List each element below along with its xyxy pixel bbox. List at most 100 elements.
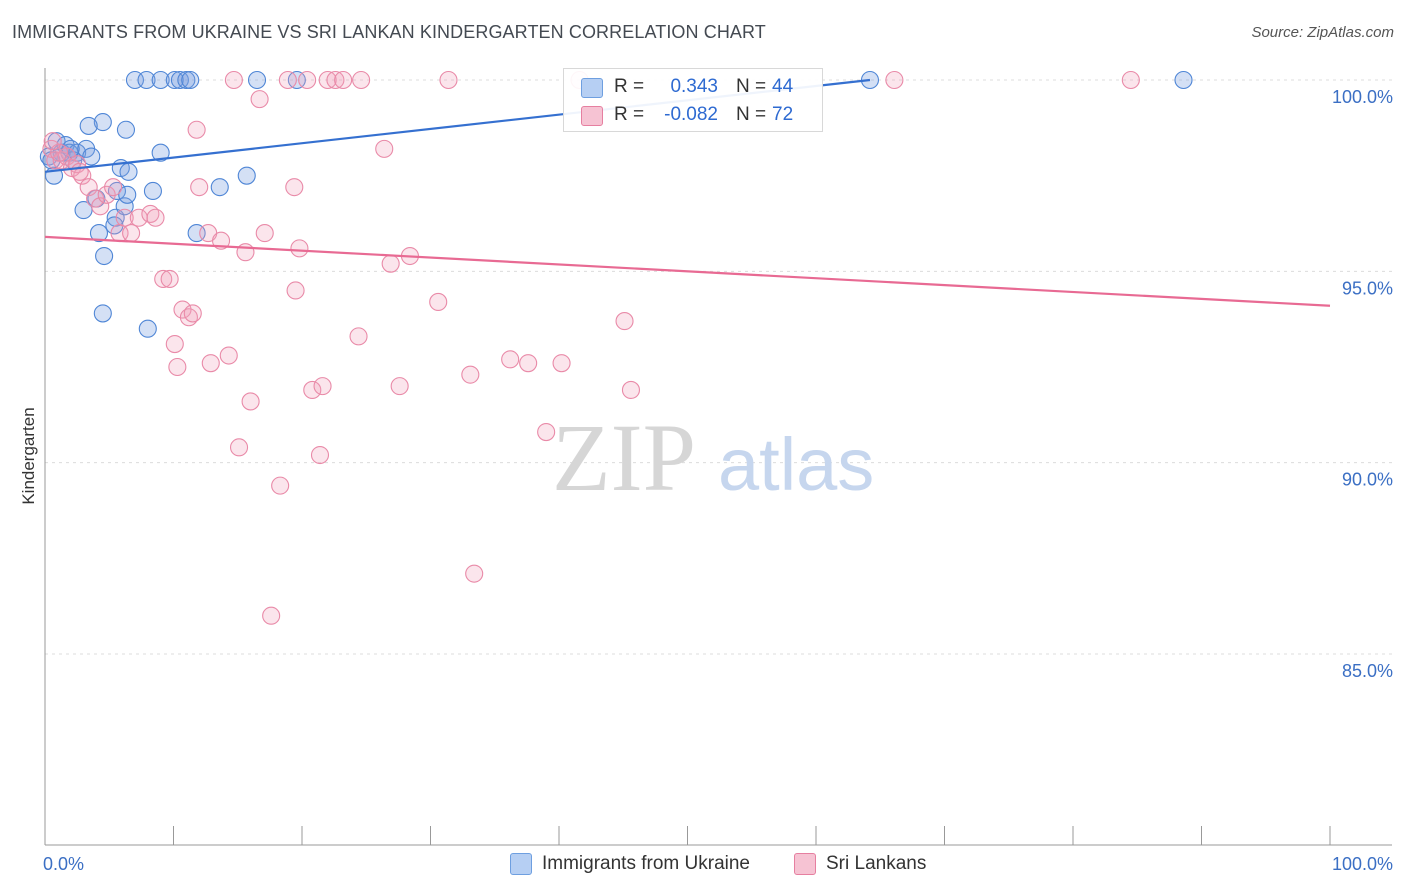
watermark-atlas: atlas bbox=[718, 423, 874, 506]
srilanka-point bbox=[1121, 70, 1140, 90]
srilanka-point bbox=[885, 70, 904, 90]
ukraine-point bbox=[93, 113, 112, 132]
source-label: Source: ZipAtlas.com bbox=[1251, 24, 1394, 41]
srilanka-point bbox=[439, 70, 458, 90]
srilanka-point bbox=[290, 239, 309, 258]
srilanka-point bbox=[154, 269, 173, 289]
srilanka-point bbox=[537, 423, 556, 442]
ukraine-point bbox=[119, 162, 138, 181]
ukraine-point bbox=[237, 166, 256, 185]
ukraine-point bbox=[137, 70, 156, 90]
ukraine-point bbox=[1174, 70, 1193, 90]
srilanka-point bbox=[97, 185, 116, 204]
srilanka-point bbox=[318, 70, 337, 90]
srilanka-point bbox=[173, 300, 192, 319]
srilanka-swatch bbox=[581, 106, 603, 126]
axis-labels: 100.0% 95.0% 90.0% 85.0% 0.0% 100.0% Kindergar… bbox=[19, 87, 1393, 874]
y-tick-label: 85.0% bbox=[1342, 661, 1393, 681]
srilanka-legend-label: Sri Lankans bbox=[826, 853, 927, 874]
srilanka-point bbox=[79, 178, 98, 197]
srilanka-point bbox=[271, 476, 290, 495]
ukraine-point bbox=[74, 201, 93, 220]
srilanka-point bbox=[375, 139, 394, 158]
x-tick-label-min: 0.0% bbox=[43, 854, 84, 874]
srilanka-point bbox=[224, 70, 243, 90]
srilanka-point bbox=[501, 350, 520, 369]
n-label: N = bbox=[736, 76, 767, 97]
r-label: R = bbox=[614, 104, 645, 125]
srilanka-legend-swatch bbox=[794, 853, 816, 875]
srilanka-trend-line bbox=[44, 235, 1331, 307]
srilanka-point bbox=[190, 178, 209, 197]
srilanka-point bbox=[165, 334, 184, 354]
srilanka-point bbox=[70, 162, 89, 181]
ukraine-legend-swatch bbox=[510, 853, 532, 875]
ukraine-point bbox=[82, 147, 101, 166]
ukraine-point bbox=[95, 246, 114, 266]
srilanka-point bbox=[465, 564, 484, 583]
srilanka-point bbox=[334, 70, 353, 90]
ukraine-point bbox=[116, 120, 136, 139]
srilanka-point bbox=[313, 377, 332, 396]
ukraine-swatch bbox=[581, 78, 603, 98]
ukraine-point bbox=[210, 178, 229, 197]
srilanka-point bbox=[286, 281, 305, 300]
srilanka-point bbox=[122, 224, 141, 243]
srilanka-point bbox=[241, 392, 260, 411]
srilanka-point bbox=[104, 178, 123, 197]
watermark: ZIP atlas bbox=[552, 404, 874, 511]
srilanka-point bbox=[390, 377, 409, 396]
srilanka-point bbox=[429, 292, 448, 311]
srilanka-point bbox=[461, 365, 480, 384]
srilanka-point bbox=[146, 208, 165, 227]
srilanka-point bbox=[326, 70, 345, 90]
ukraine-point bbox=[143, 181, 162, 201]
srilanka-point bbox=[160, 269, 179, 289]
srilanka-point bbox=[115, 208, 134, 227]
srilanka-point bbox=[615, 312, 634, 331]
gridlines bbox=[45, 79, 1392, 655]
srilanka-point bbox=[352, 70, 371, 90]
srilanka-point bbox=[50, 143, 69, 162]
srilanka-point bbox=[381, 254, 400, 273]
ukraine-point bbox=[170, 70, 189, 90]
correlation-legend: R = 0.343 N = 44 R = -0.082 N = 72 bbox=[563, 68, 823, 132]
srilanka-point bbox=[250, 90, 269, 109]
srilanka-n-value: 72 bbox=[772, 104, 794, 125]
ukraine-point bbox=[138, 319, 157, 338]
y-axis-title: Kindergarten bbox=[19, 407, 38, 504]
ukraine-point bbox=[177, 70, 196, 90]
srilanka-point bbox=[211, 231, 231, 250]
r-label: R = bbox=[614, 76, 645, 97]
ukraine-point bbox=[151, 70, 170, 90]
ukraine-legend-label: Immigrants from Ukraine bbox=[542, 853, 750, 874]
ukraine-point bbox=[89, 224, 109, 243]
srilanka-point bbox=[91, 197, 110, 216]
srilanka-point bbox=[349, 327, 368, 346]
n-label: N = bbox=[736, 104, 767, 125]
srilanka-point bbox=[187, 120, 206, 139]
y-tick-label: 90.0% bbox=[1342, 470, 1393, 490]
y-tick-label: 100.0% bbox=[1332, 87, 1393, 107]
ukraine-r-value: 0.343 bbox=[670, 76, 718, 97]
srilanka-point bbox=[278, 70, 297, 90]
srilanka-point bbox=[201, 354, 220, 373]
srilanka-point bbox=[285, 178, 304, 197]
srilanka-point bbox=[310, 445, 330, 465]
watermark-zip: ZIP bbox=[552, 404, 696, 511]
srilanka-point bbox=[519, 354, 538, 373]
ukraine-point bbox=[79, 116, 98, 135]
srilanka-point bbox=[255, 224, 274, 243]
legend-row-srilanka: R = -0.082 N = 72 bbox=[564, 100, 822, 130]
ukraine-point bbox=[151, 143, 170, 162]
srilanka-point bbox=[219, 346, 238, 365]
ukraine-n-value: 44 bbox=[772, 76, 794, 97]
srilanka-point bbox=[552, 354, 571, 373]
srilanka-point bbox=[298, 70, 317, 90]
y-tick-label: 95.0% bbox=[1342, 278, 1393, 298]
srilanka-point bbox=[183, 304, 202, 323]
srilanka-point bbox=[168, 357, 187, 377]
axes bbox=[44, 68, 1392, 846]
srilanka-point bbox=[229, 438, 249, 457]
